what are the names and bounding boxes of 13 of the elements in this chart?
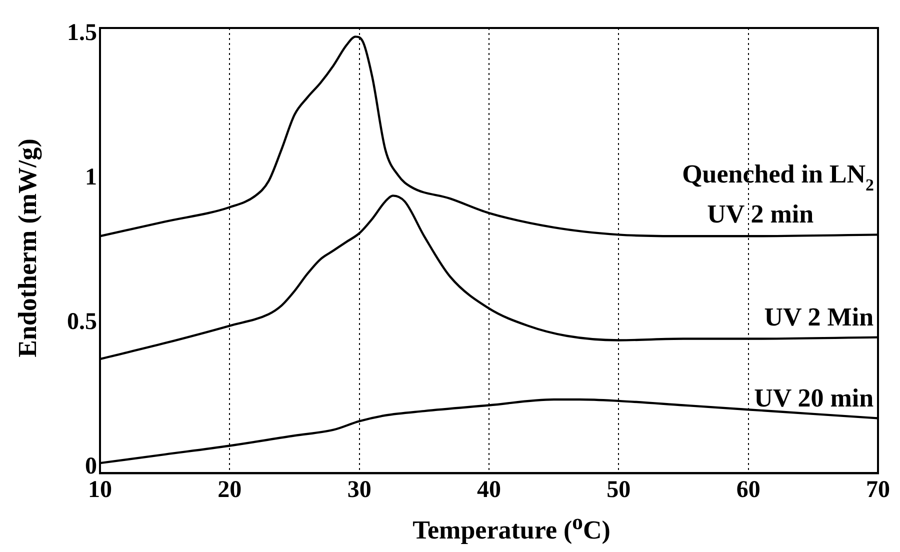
y-tick-label: 0.5: [67, 309, 97, 336]
y-tick-label: 1: [85, 164, 97, 191]
x-tick-label: 70: [866, 476, 890, 503]
y-tick-label: 1.5: [67, 20, 97, 46]
x-tick-label: 40: [477, 476, 501, 503]
x-tick-label: 30: [347, 476, 372, 503]
series-label: UV 2 Min: [764, 302, 874, 332]
series-label: UV 20 min: [754, 383, 874, 412]
x-tick-label: 20: [218, 476, 242, 503]
x-axis-title: Temperature ($^{o}$C): [412, 510, 612, 546]
y-axis-title: Endotherm (mW/g): [13, 138, 43, 358]
x-tick-label: 50: [606, 476, 631, 503]
x-tick-label: 60: [736, 476, 760, 503]
